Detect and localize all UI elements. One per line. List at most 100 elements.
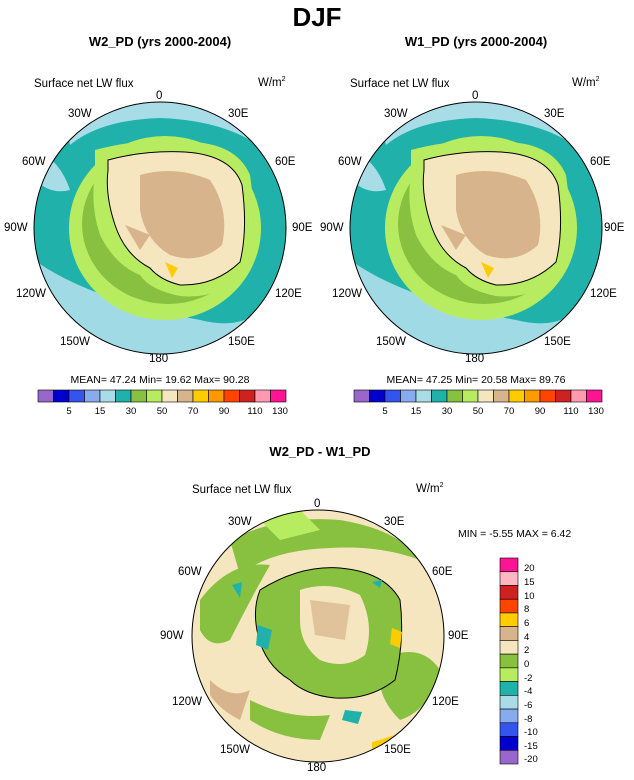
panel3-lon-0: 0: [314, 498, 321, 510]
panel1-lon-120w: 120W: [16, 288, 47, 300]
panel3-title: W2_PD - W1_PD: [269, 444, 371, 459]
panel2-tick: 5: [382, 406, 388, 417]
panel2-lon-30w: 30W: [384, 108, 408, 120]
colorbar-swatch: [499, 681, 519, 696]
panel1-lon-30e: 30E: [228, 108, 249, 120]
panel2-lon-90w: 90W: [320, 222, 344, 234]
panel2-lon-90e: 90E: [604, 222, 625, 234]
panel1-lon-30w: 30W: [68, 108, 92, 120]
colorbar-swatch: [499, 557, 519, 573]
panel1-lon-60w: 60W: [22, 156, 46, 168]
panel1-tick: 15: [94, 406, 106, 417]
panel3-lon-120w: 120W: [172, 696, 203, 708]
panel2-tick: 30: [441, 406, 453, 417]
panel1-lon-180: 180: [149, 353, 169, 365]
panel2-title: W1_PD (yrs 2000-2004): [404, 34, 548, 49]
colorbar-swatch: [499, 736, 519, 751]
panel2-units: W/m2: [572, 76, 600, 89]
panel1-tick: 130: [272, 406, 288, 417]
colorbar-swatch: [499, 653, 519, 669]
panel3-stats: MIN = -5.55 MAX = 6.42: [458, 528, 572, 540]
colorbar-swatch: [499, 667, 519, 682]
panel3-field-label: Surface net LW flux: [192, 484, 292, 496]
panel3-tick: 6: [524, 618, 530, 629]
panel1-lon-150w: 150W: [60, 336, 91, 348]
panel3-lon-60e: 60E: [432, 566, 453, 578]
colorbar-swatch: [499, 612, 519, 627]
panel2-tick: 130: [588, 406, 604, 417]
panel1-tick: 50: [156, 406, 168, 417]
panel1-tick: 70: [187, 406, 199, 417]
panel3-tick: 15: [524, 577, 535, 588]
panel3-tick: -10: [524, 727, 538, 738]
panel3-tick: 8: [524, 604, 530, 615]
panel2-lon-0: 0: [472, 90, 479, 102]
panel2-lon-150w: 150W: [376, 336, 407, 348]
panel1-tick: 110: [247, 406, 263, 417]
panel3-lon-90w: 90W: [160, 630, 184, 642]
panel2-tick: 90: [534, 406, 546, 417]
panel3-tick: 4: [524, 632, 530, 643]
panel3-tick: -6: [524, 700, 533, 711]
panel3-units: W/m2: [416, 482, 444, 495]
colorbar-swatch: [499, 722, 519, 737]
colorbar-swatch: [499, 695, 519, 710]
colorbar-swatch: [586, 389, 603, 403]
panel3-tick: -15: [524, 741, 538, 752]
panel1-lon-60e: 60E: [275, 156, 296, 168]
panel2-colorbar: [353, 389, 603, 403]
panel1-tick: 30: [125, 406, 137, 417]
panel3-lon-150e: 150E: [384, 744, 411, 756]
panel2-lon-120e: 120E: [590, 288, 617, 300]
panel3-lon-150w: 150W: [220, 744, 251, 756]
panel1-tick: 5: [66, 406, 72, 417]
panel1-lon-120e: 120E: [275, 288, 302, 300]
colorbar-swatch: [499, 598, 519, 614]
panel3-colorbar-ticks: 20 15 10 8 6 4 2 0 -2 -4 -6 -8 -10 -15 -…: [524, 558, 564, 765]
panel2-lon-60e: 60E: [590, 156, 611, 168]
panel2-field-label: Surface net LW flux: [350, 78, 450, 90]
panel3-tick: -2: [524, 673, 533, 684]
panel1-lon-150e: 150E: [228, 336, 255, 348]
panel2-tick: 70: [503, 406, 515, 417]
panel3-tick: -4: [524, 686, 533, 697]
panel3-lon-180: 180: [307, 762, 327, 774]
panel1-lon-90e: 90E: [292, 222, 313, 234]
panel3-colorbar: [499, 557, 519, 765]
panel2-tick: 15: [410, 406, 422, 417]
panel1-tick: 90: [218, 406, 230, 417]
panel3-lon-30e: 30E: [384, 516, 405, 528]
panel3-lon-60w: 60W: [178, 566, 202, 578]
panel3-tick: 0: [524, 659, 530, 670]
colorbar-swatch: [499, 571, 519, 586]
panel2-tick: 110: [563, 406, 579, 417]
panel3-tick: -20: [524, 754, 538, 765]
panel2-tick: 50: [472, 406, 484, 417]
panel3-lon-30w: 30W: [228, 516, 252, 528]
panel1-title: W2_PD (yrs 2000-2004): [88, 34, 232, 49]
figure-title: DJF: [292, 2, 342, 32]
colorbar-swatch: [499, 626, 519, 641]
panel3-tick: 10: [524, 591, 535, 602]
panel1-stats: MEAN= 47.24 Min= 19.62 Max= 90.28: [70, 374, 250, 386]
panel1-units: W/m2: [258, 76, 286, 89]
panel2-lon-150e: 150E: [544, 336, 571, 348]
panel3-lon-90e: 90E: [448, 630, 469, 642]
colorbar-swatch: [499, 749, 519, 765]
panel3-lon-120e: 120E: [432, 696, 459, 708]
panel2-colorbar-ticks: 5 15 30 50 70 90 110 130: [354, 406, 604, 418]
panel3-tick: 20: [524, 563, 535, 574]
panel2-lon-120w: 120W: [332, 288, 363, 300]
panel1-lon-0: 0: [156, 90, 163, 102]
panel2-lon-180: 180: [465, 353, 485, 365]
panel1-colorbar: [37, 389, 287, 403]
panel2-lon-30e: 30E: [544, 108, 565, 120]
panel3-tick: 2: [524, 645, 530, 656]
panel2-stats: MEAN= 47.25 Min= 20.58 Max= 89.76: [386, 374, 566, 386]
panel1-lon-90w: 90W: [4, 222, 28, 234]
panel1-colorbar-ticks: 5 15 30 50 70 90 110 130: [38, 406, 288, 418]
panel1-field-label: Surface net LW flux: [34, 78, 134, 90]
